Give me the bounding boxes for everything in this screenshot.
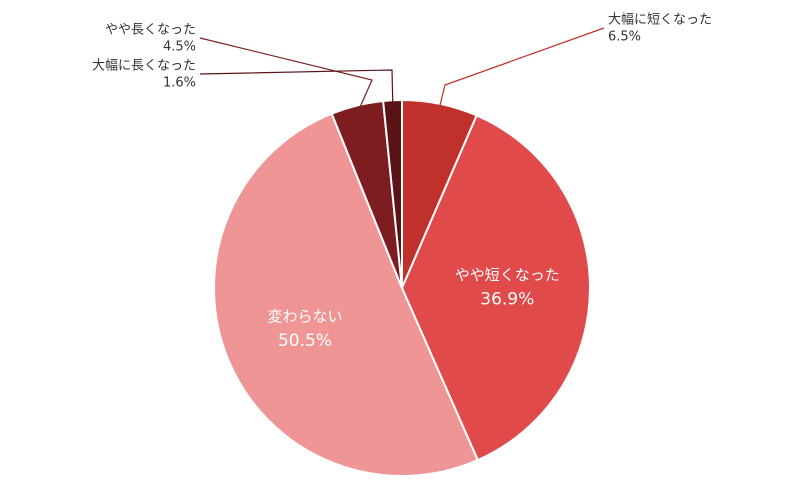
slice-value: 1.6% [163,76,196,91]
slice-label: 大幅に長くなった [92,59,196,74]
slice-label: やや長くなった [105,23,196,38]
slice-value: 4.5% [163,40,196,55]
leader-line [199,69,394,106]
slice-label: 変わらない [267,307,342,325]
slice-label: 大幅に短くなった [608,13,712,28]
slice-value: 36.9% [480,290,534,310]
slice-label: やや短くなった [455,266,560,284]
slice-value: 50.5% [278,331,332,351]
pie-slice [400,114,591,462]
leader-line [438,27,605,110]
pie-slice [213,112,480,478]
slice-value: 6.5% [608,30,641,45]
leader-line [199,37,373,112]
